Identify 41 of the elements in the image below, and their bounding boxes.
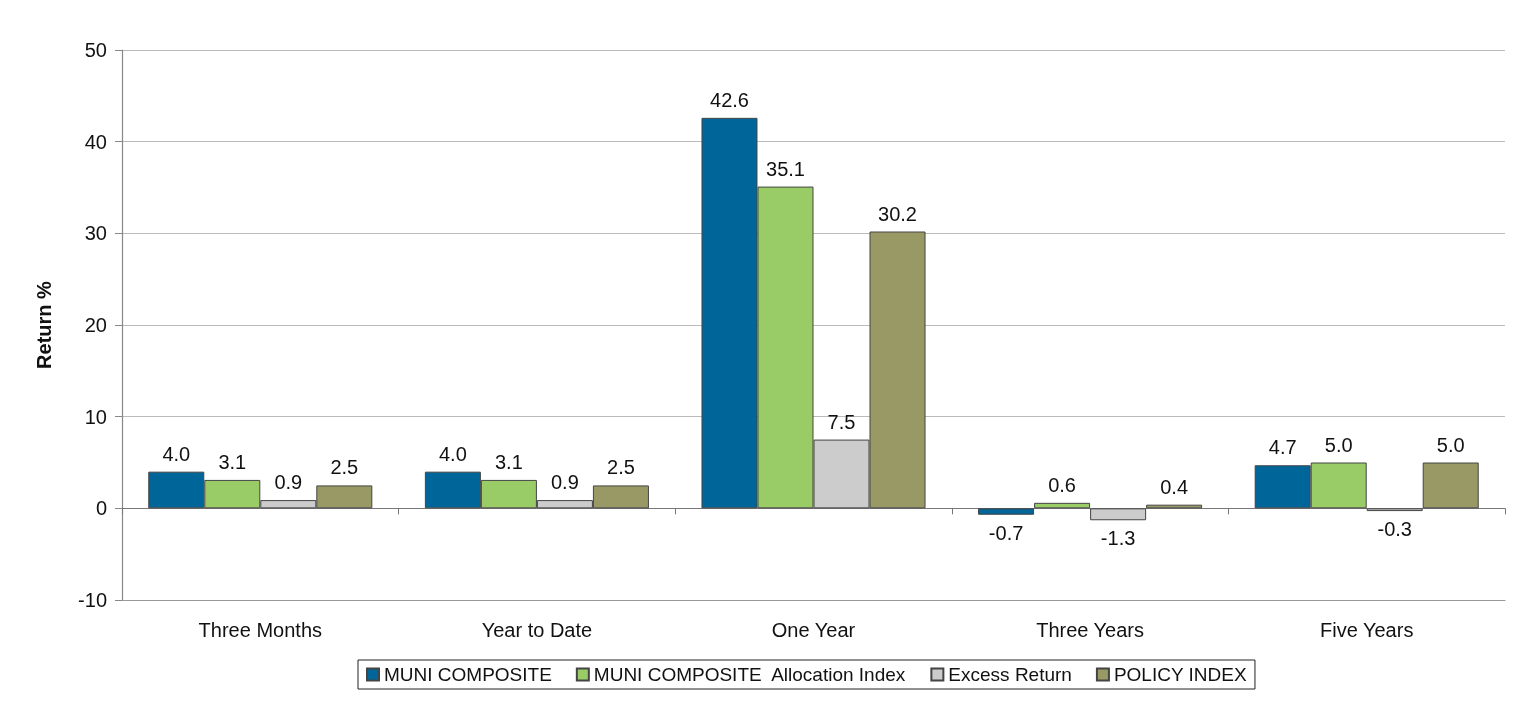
y-tick-label: 30 xyxy=(84,222,107,245)
data-label: 3.1 xyxy=(494,450,523,473)
x-tick-label: Three Years xyxy=(1036,619,1145,641)
data-label: 0.9 xyxy=(274,471,303,494)
y-tick-label: 0 xyxy=(95,497,107,520)
y-tick-label: 10 xyxy=(84,405,107,428)
bar xyxy=(1422,462,1479,509)
legend-label: MUNI COMPOSITE Allocation Index xyxy=(593,664,906,685)
bar xyxy=(978,508,1035,515)
y-tick-label: 50 xyxy=(84,39,107,61)
x-tick-label: One Year xyxy=(771,619,856,641)
data-label: 4.0 xyxy=(438,442,467,465)
data-label: 5.0 xyxy=(1436,433,1465,456)
y-tick-label: -10 xyxy=(78,589,107,611)
y-tick-label: 20 xyxy=(84,314,107,336)
bar xyxy=(1034,502,1091,509)
data-label: 0.6 xyxy=(1048,473,1076,496)
data-label: 2.5 xyxy=(330,456,359,479)
legend-label: POLICY INDEX xyxy=(1113,664,1247,685)
x-tick-label: Five Years xyxy=(1320,619,1414,641)
data-label: 35.1 xyxy=(766,157,805,180)
x-tick-label: Three Months xyxy=(198,619,322,641)
data-label: 4.7 xyxy=(1268,436,1297,459)
data-label: 4.0 xyxy=(162,442,191,465)
bar xyxy=(1090,508,1147,521)
legend-label: MUNI COMPOSITE xyxy=(384,664,552,685)
data-label: 2.5 xyxy=(607,456,635,479)
data-label: 30.2 xyxy=(878,202,917,225)
data-label: 0.9 xyxy=(551,471,579,494)
data-label: 5.0 xyxy=(1324,433,1353,456)
data-label: -1.3 xyxy=(1100,527,1136,550)
legend-label: Excess Return xyxy=(948,664,1072,685)
data-label: 3.1 xyxy=(218,450,247,473)
data-label: -0.3 xyxy=(1377,518,1412,541)
y-tick-label: 40 xyxy=(84,130,107,153)
y-axis-title: Return % xyxy=(33,280,55,369)
data-label: 0.4 xyxy=(1160,475,1189,498)
data-label: -0.7 xyxy=(988,521,1024,544)
data-label: 7.5 xyxy=(827,410,856,433)
x-tick-label: Year to Date xyxy=(481,619,593,641)
data-label: 42.6 xyxy=(710,88,749,111)
